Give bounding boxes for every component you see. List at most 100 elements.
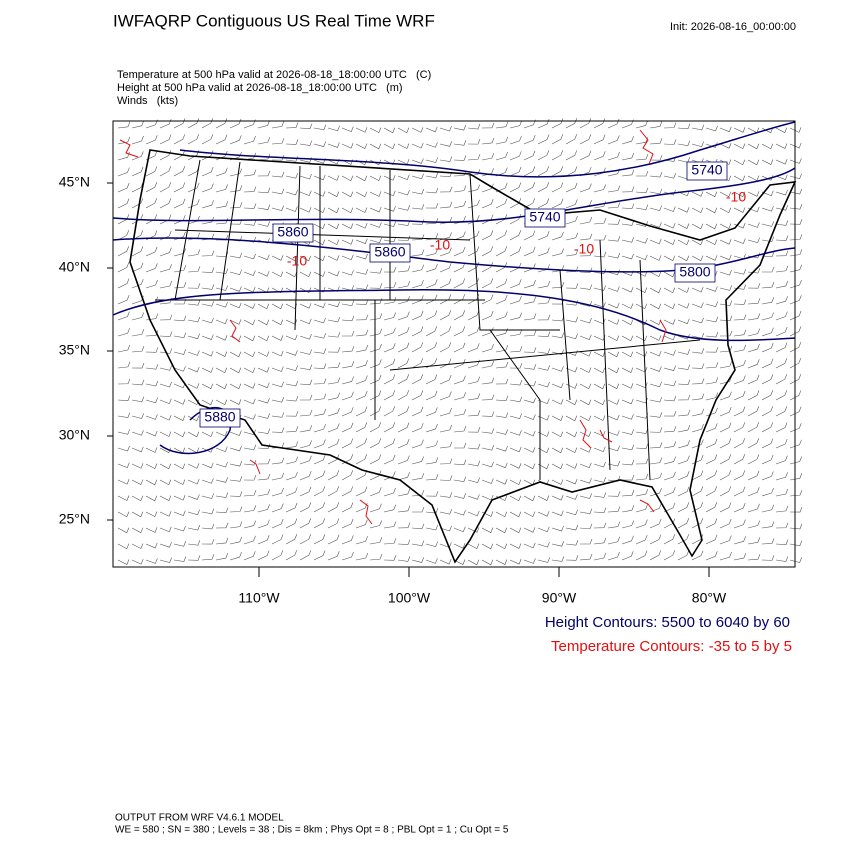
wind-barb xyxy=(747,191,760,197)
wind-barb xyxy=(397,374,410,385)
wind-barb xyxy=(663,410,677,417)
wind-barb xyxy=(481,153,495,161)
wind-barb xyxy=(243,444,257,451)
wind-barb xyxy=(747,237,760,244)
wind-barb xyxy=(299,425,313,433)
wind-barb xyxy=(551,399,564,405)
wind-barb xyxy=(621,459,635,466)
wind-barb xyxy=(635,187,649,194)
wind-barb xyxy=(439,424,453,433)
wind-barb xyxy=(775,358,788,369)
wind-barb xyxy=(537,297,551,305)
wind-barb xyxy=(551,182,564,193)
wind-barb xyxy=(299,173,312,180)
wind-barb xyxy=(369,206,382,213)
wind-barb xyxy=(243,169,257,177)
wind-barb xyxy=(425,248,438,257)
wind-barb xyxy=(383,438,396,449)
wind-barb xyxy=(425,326,438,337)
wind-barb xyxy=(201,118,214,129)
wind-barb xyxy=(299,534,312,545)
wind-barb xyxy=(299,440,312,449)
wind-barb xyxy=(747,422,760,433)
wind-barb xyxy=(187,249,201,257)
wind-barb xyxy=(173,431,186,438)
wind-barb xyxy=(719,254,732,261)
wind-barb xyxy=(607,445,620,452)
wind-barb xyxy=(565,150,578,161)
wind-barb xyxy=(789,456,802,465)
wind-barb xyxy=(439,247,452,257)
wind-barb xyxy=(523,414,536,420)
wind-barb xyxy=(775,422,788,433)
wind-barb xyxy=(565,232,579,241)
wind-barb xyxy=(411,390,424,401)
wind-barb xyxy=(243,475,257,481)
wind-barb xyxy=(593,351,606,357)
wind-barb xyxy=(789,234,803,241)
wind-barb xyxy=(383,190,396,197)
wind-barb xyxy=(495,429,508,435)
wind-barb xyxy=(229,135,242,145)
wind-barb xyxy=(481,230,494,241)
wind-barb xyxy=(719,438,732,449)
contour-label-box xyxy=(272,223,314,243)
wind-barb xyxy=(691,393,705,401)
wind-barb xyxy=(691,207,704,214)
wind-barb xyxy=(173,118,186,129)
wind-barb xyxy=(775,235,789,241)
wind-barb xyxy=(299,486,312,497)
wind-barb xyxy=(579,267,593,273)
wind-barb xyxy=(621,253,634,260)
wind-barb xyxy=(677,303,690,309)
wind-barb xyxy=(733,519,746,529)
wind-barb xyxy=(327,239,340,246)
wind-barb xyxy=(187,478,200,485)
wind-barb xyxy=(425,202,439,209)
wind-barb xyxy=(159,365,173,371)
wind-barb xyxy=(691,378,705,385)
wind-barb xyxy=(621,367,634,373)
wind-barb xyxy=(159,381,172,388)
wind-barb xyxy=(565,316,579,323)
wind-barb xyxy=(677,455,690,465)
wind-barb xyxy=(747,503,760,513)
wind-barb xyxy=(551,494,564,501)
wind-barb xyxy=(341,223,354,229)
wind-barb xyxy=(201,447,214,453)
wind-barb xyxy=(551,332,565,339)
wind-barb xyxy=(635,504,648,513)
wind-barb xyxy=(257,351,270,357)
wind-barb xyxy=(551,298,565,305)
wind-barb xyxy=(775,205,789,211)
wind-barb xyxy=(439,186,453,193)
wind-barb xyxy=(159,542,172,548)
wind-barb xyxy=(761,312,774,321)
wind-barb xyxy=(215,151,228,161)
wind-barb xyxy=(355,238,368,244)
wind-barb xyxy=(733,422,746,433)
wind-barb xyxy=(131,479,144,485)
wind-barb xyxy=(187,555,201,561)
us-outline xyxy=(129,149,797,564)
wind-barb xyxy=(117,495,130,501)
wind-barb xyxy=(607,521,621,529)
wind-barb xyxy=(495,246,508,257)
wind-barb xyxy=(369,487,382,497)
wind-barb xyxy=(579,523,593,530)
wind-barb xyxy=(187,333,200,340)
wind-barb xyxy=(537,166,550,177)
wind-barb xyxy=(285,550,298,561)
wind-barb xyxy=(117,121,131,129)
wind-barb xyxy=(201,250,215,257)
wind-barb xyxy=(201,183,214,193)
wind-barb xyxy=(145,430,158,437)
wind-barb xyxy=(523,166,536,177)
wind-barb xyxy=(621,220,635,226)
wind-barb xyxy=(691,534,704,545)
wind-barb xyxy=(201,399,214,406)
wind-barb xyxy=(789,557,802,563)
height-contour-label: 5880 xyxy=(204,409,235,425)
wind-barb xyxy=(789,204,803,210)
